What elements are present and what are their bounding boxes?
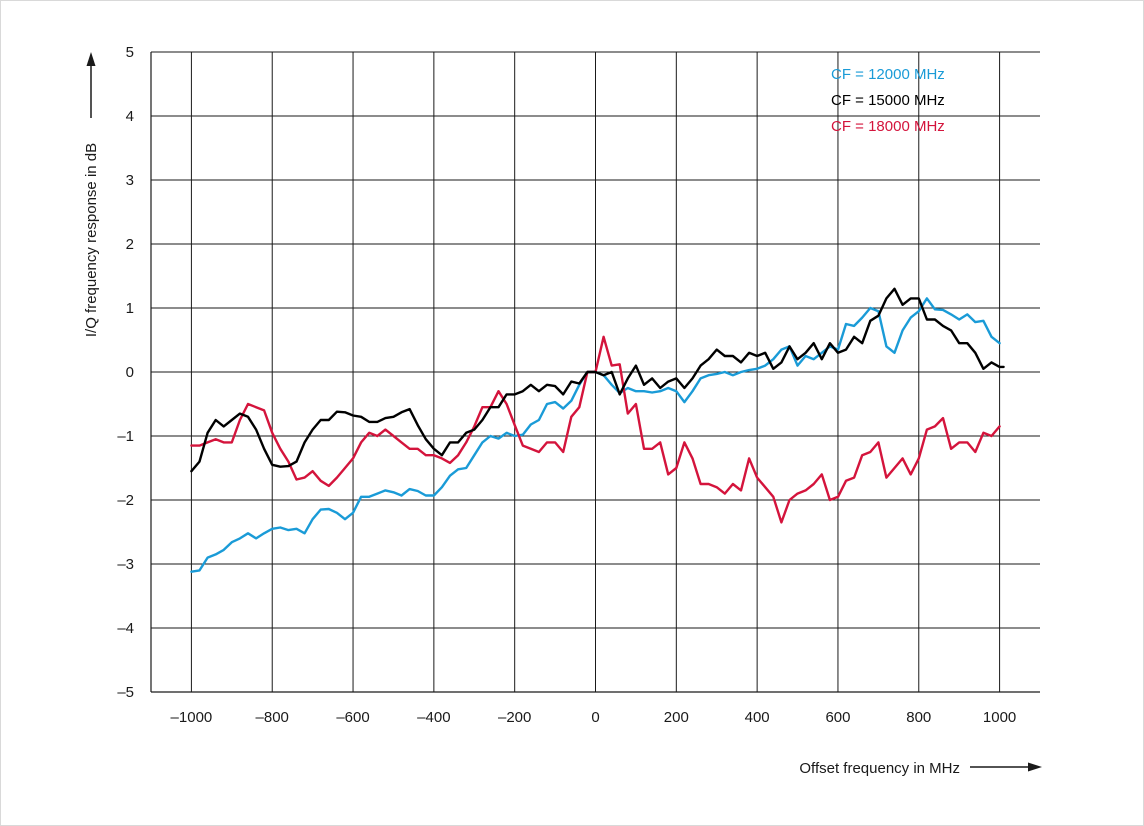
legend-entry-cf-18000: CF = 18000 MHz: [831, 118, 945, 135]
x-axis-title: Offset frequency in MHz: [799, 760, 960, 777]
y-tick-label: –3: [117, 556, 134, 573]
y-tick-label: 3: [126, 172, 134, 189]
x-tick-label: –200: [498, 709, 531, 726]
y-tick-label: 4: [126, 108, 134, 125]
legend-entry-cf-12000: CF = 12000 MHz: [831, 66, 945, 83]
x-axis-title-group: Offset frequency in MHz: [799, 760, 1042, 777]
y-tick-label: –1: [117, 428, 134, 445]
x-tick-label: 400: [745, 709, 770, 726]
x-tick-label: 0: [591, 709, 599, 726]
y-tick-label: –5: [117, 684, 134, 701]
grid: [151, 51, 1040, 693]
x-tick-label: 800: [906, 709, 931, 726]
y-tick-label: 0: [126, 364, 134, 381]
y-tick-label: 1: [126, 300, 134, 317]
x-tick-label: –800: [256, 709, 289, 726]
y-tick-label: –2: [117, 492, 134, 509]
legend-entry-cf-15000: CF = 15000 MHz: [831, 92, 945, 109]
x-tick-label: –400: [417, 709, 450, 726]
y-tick-label: –4: [117, 620, 134, 637]
y-tick-label: 2: [126, 236, 134, 253]
x-tick-label: –1000: [171, 709, 213, 726]
axes: [150, 52, 1040, 693]
x-tick-label: 600: [825, 709, 850, 726]
y-axis-title-group: I/Q frequency response in dB: [83, 52, 100, 337]
x-tick-label: –600: [336, 709, 369, 726]
series-line-1: [190, 287, 1005, 473]
y-tick-label: 5: [126, 44, 134, 61]
legend: CF = 12000 MHz CF = 15000 MHz CF = 18000…: [831, 66, 945, 135]
tick-labels: –1000 –800 –600 –400 –200 0 200 400 600 800 1000 –5…: [117, 44, 1016, 726]
y-axis-title: I/Q frequency response in dB: [83, 143, 100, 337]
x-axis-arrow-icon: [1028, 762, 1042, 772]
y-axis-arrow-icon: [86, 52, 96, 66]
series-layer: [190, 287, 1005, 573]
x-tick-label: 200: [664, 709, 689, 726]
x-tick-label: 1000: [983, 709, 1016, 726]
